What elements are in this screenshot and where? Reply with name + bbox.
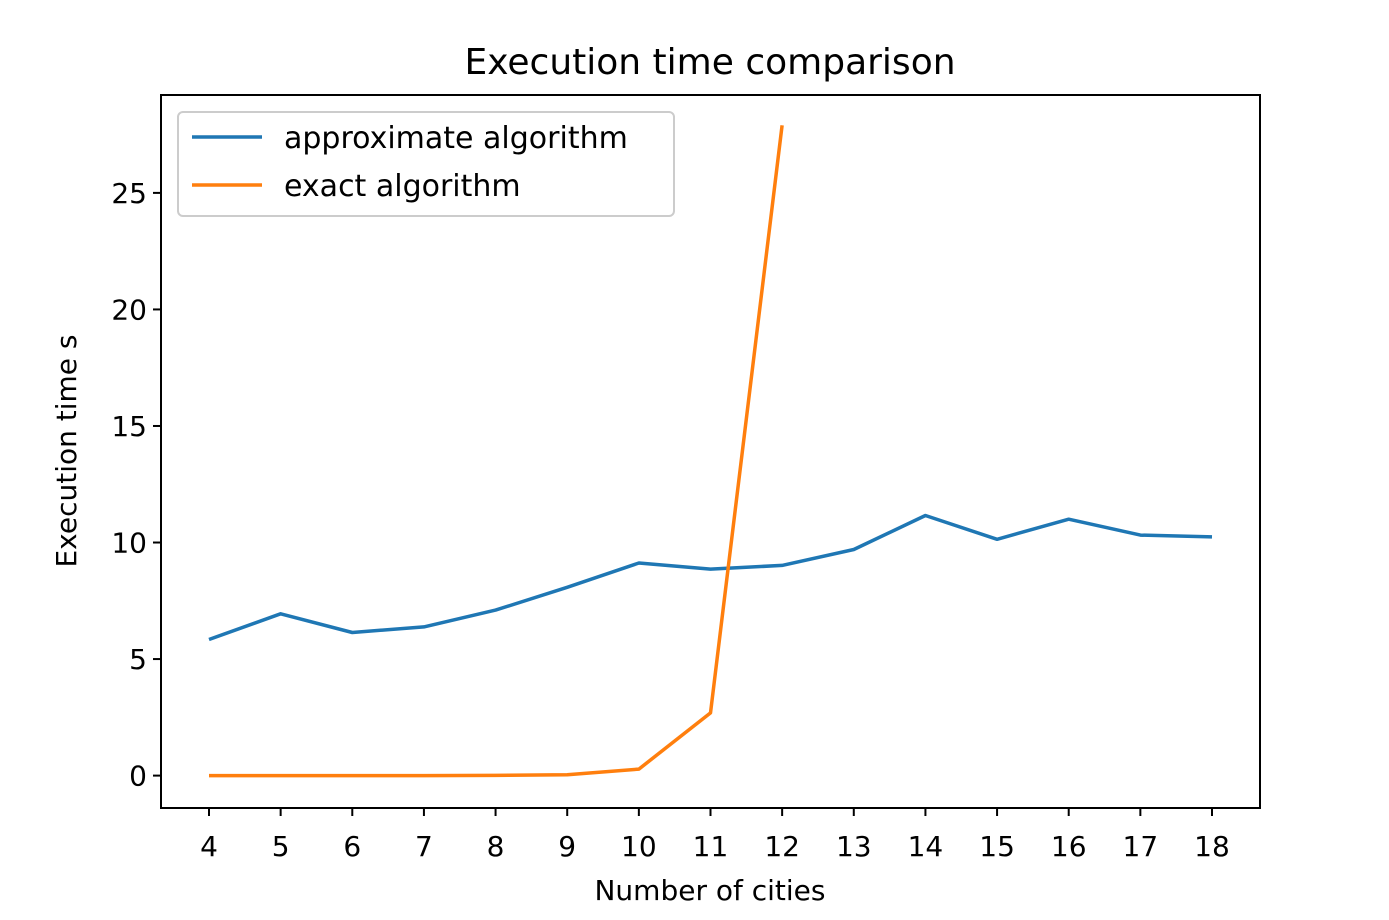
- x-tick-label: 9: [558, 830, 576, 863]
- x-tick-label: 8: [487, 830, 505, 863]
- x-tick-label: 16: [1051, 830, 1087, 863]
- y-axis-label: Execution time s: [50, 334, 83, 567]
- x-tick-label: 17: [1123, 830, 1159, 863]
- y-axis-ticks: 0 5 10 15 20 25: [111, 177, 161, 793]
- x-tick-label: 6: [343, 830, 361, 863]
- chart-title: Execution time comparison: [464, 42, 955, 83]
- legend-box: [177, 111, 675, 217]
- y-tick-label: 5: [129, 643, 147, 676]
- x-axis-ticks: 4 5 6 7 8 9 10 11 12 13 14 15 16 17 18: [200, 808, 1230, 863]
- legend-label-approximate: approximate algorithm: [284, 121, 628, 156]
- x-axis-label: Number of cities: [594, 874, 825, 907]
- x-tick-label: 18: [1194, 830, 1230, 863]
- y-tick-label: 10: [111, 527, 147, 560]
- y-tick-label: 15: [111, 410, 147, 443]
- series-line-approximate: [208, 513, 1213, 642]
- y-tick-label: 25: [111, 177, 147, 210]
- x-tick-label: 5: [272, 830, 290, 863]
- x-tick-label: 15: [979, 830, 1015, 863]
- x-tick-label: 14: [908, 830, 944, 863]
- x-tick-label: 7: [415, 830, 433, 863]
- legend-label-exact: exact algorithm: [284, 169, 521, 204]
- plot-area-frame: [160, 94, 1261, 809]
- x-tick-label: 13: [836, 830, 872, 863]
- y-tick-label: 20: [111, 293, 147, 326]
- x-tick-label: 11: [693, 830, 729, 863]
- x-tick-label: 4: [200, 830, 218, 863]
- y-tick-label: 0: [129, 760, 147, 793]
- series-layer: [208, 125, 1213, 778]
- x-tick-label: 10: [621, 830, 657, 863]
- x-tick-label: 12: [764, 830, 800, 863]
- series-line-exact: [209, 125, 784, 778]
- legend: approximate algorithm exact algorithm: [177, 111, 675, 217]
